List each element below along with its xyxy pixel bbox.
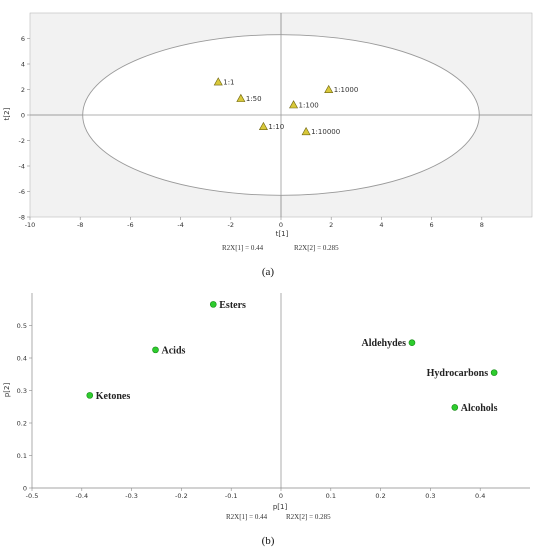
x-tick-label: 0.2 — [375, 492, 385, 500]
y-tick-label: 0.5 — [17, 322, 27, 330]
data-point-label: Hydrocarbons — [427, 368, 489, 379]
panel-a-score-plot: t[2] t[1] R2X[1] = 0.44 R2X[2] = 0.285 (… — [3, 12, 533, 278]
data-point-label: Esters — [219, 300, 246, 311]
y-tick-label: 4 — [21, 60, 25, 68]
panel-a-r2x2-label: R2X[2] = 0.285 — [294, 244, 339, 252]
data-point-triangle — [213, 77, 223, 86]
data-point-label: 1:50 — [246, 95, 262, 103]
y-tick-label: 0 — [23, 484, 27, 492]
data-point-label: Ketones — [96, 391, 131, 402]
data-point-circle — [209, 301, 217, 308]
y-tick-label: -2 — [19, 137, 25, 145]
x-tick-label: 0.3 — [425, 492, 435, 500]
x-tick-label: 2 — [329, 221, 333, 229]
panel-b-x-axis-label: p[1] — [273, 503, 288, 511]
x-tick-label: 8 — [480, 221, 484, 229]
data-point-label: 1:1000 — [334, 86, 359, 94]
y-tick-label: -4 — [19, 162, 25, 170]
y-tick-label: -8 — [19, 213, 25, 221]
data-point-label: Alcohols — [461, 403, 498, 414]
x-tick-label: 6 — [430, 221, 434, 229]
data-point-label: 1:10 — [268, 123, 284, 131]
x-tick-label: 4 — [379, 221, 383, 229]
x-tick-label: -0.5 — [26, 492, 39, 500]
y-tick-label: 0.3 — [17, 387, 27, 395]
data-point-circle — [490, 369, 498, 376]
data-point-label: Aldehydes — [362, 338, 407, 349]
data-point-circle — [152, 346, 159, 354]
panel-a-x-axis-label: t[1] — [276, 230, 289, 238]
y-tick-label: 0.2 — [17, 419, 27, 427]
data-point-triangle — [236, 93, 246, 102]
data-point-label: 1:10000 — [311, 128, 340, 136]
data-point-triangle — [289, 100, 299, 109]
x-tick-label: -8 — [77, 221, 83, 229]
panel-b-r2x1-label: R2X[1] = 0.44 — [226, 513, 268, 521]
data-point-label: Acids — [162, 345, 186, 356]
data-point-label: 1:1 — [223, 78, 234, 86]
x-tick-label: -10 — [25, 221, 36, 229]
panel-a-caption: (a) — [262, 266, 275, 278]
x-tick-label: 0 — [279, 221, 283, 229]
x-tick-label: -0.3 — [125, 492, 138, 500]
x-tick-label: -6 — [127, 221, 133, 229]
x-tick-label: -4 — [177, 221, 183, 229]
data-point-circle — [408, 339, 416, 347]
x-tick-label: -0.4 — [75, 492, 88, 500]
data-point-triangle — [301, 126, 311, 136]
data-point-label: 1:100 — [299, 101, 319, 109]
data-point-triangle — [324, 84, 334, 93]
panel-a-y-axis-label: t[2] — [3, 107, 11, 120]
y-tick-label: 0.1 — [17, 452, 27, 460]
x-tick-label: -0.2 — [175, 492, 188, 500]
x-tick-label: -0.1 — [225, 492, 238, 500]
y-tick-label: 0 — [21, 111, 25, 119]
y-tick-label: -6 — [19, 188, 25, 196]
data-point-triangle — [258, 121, 268, 130]
x-tick-label: 0.1 — [326, 492, 336, 500]
panel-b-r2x2-label: R2X[2] = 0.285 — [286, 513, 331, 521]
y-tick-label: 0.4 — [17, 354, 27, 362]
panel-b-caption: (b) — [262, 535, 275, 547]
x-tick-label: -2 — [228, 221, 234, 229]
y-tick-label: 6 — [21, 35, 25, 43]
panel-b-y-axis-label: p[2] — [3, 383, 11, 398]
x-tick-label: 0.4 — [475, 492, 485, 500]
data-point-circle — [451, 404, 459, 411]
data-point-circle — [86, 392, 94, 399]
panel-a-r2x1-label: R2X[1] = 0.44 — [222, 244, 264, 252]
panel-b-loading-plot: p[2] p[1] R2X[1] = 0.44 R2X[2] = 0.285 (… — [3, 293, 530, 547]
x-tick-label: 0 — [279, 492, 283, 500]
y-tick-label: 2 — [21, 86, 25, 94]
